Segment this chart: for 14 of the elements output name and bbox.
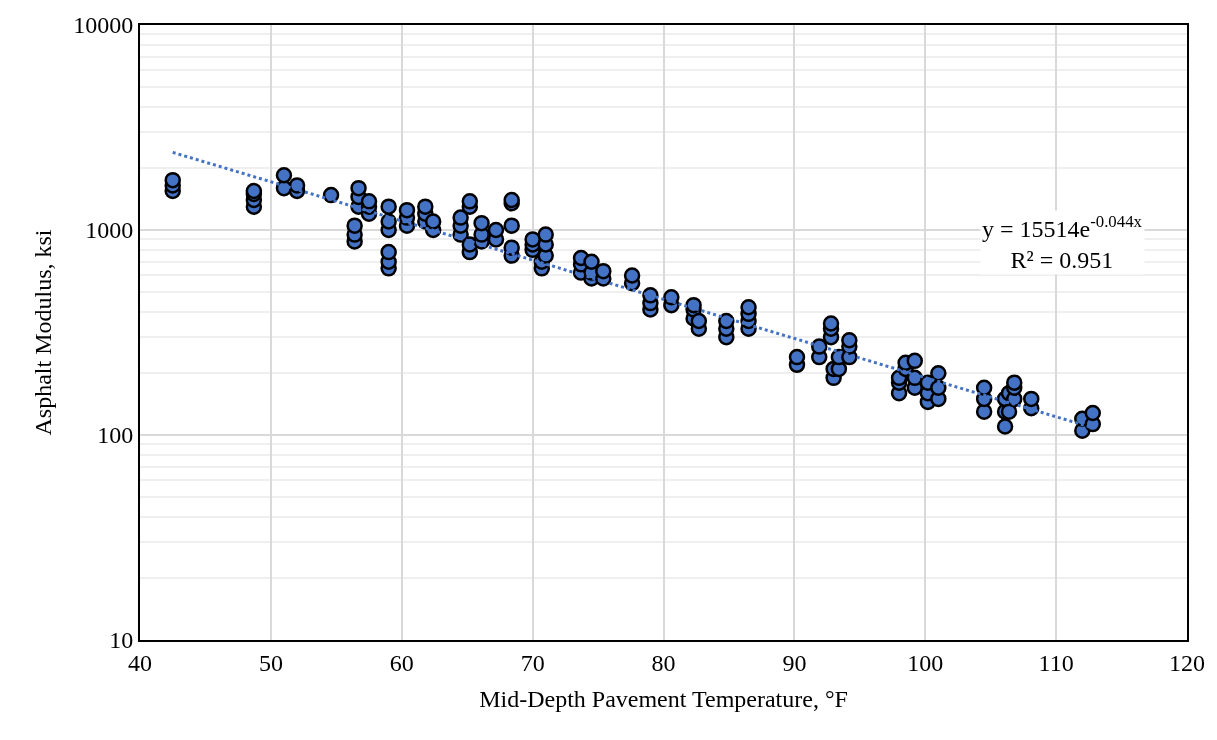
x-tick-label: 80 bbox=[651, 649, 676, 676]
x-tick-label: 50 bbox=[258, 649, 283, 676]
x-tick-label: 90 bbox=[782, 649, 807, 676]
y-tick-label: 100 bbox=[97, 422, 134, 449]
y-tick-label: 1000 bbox=[85, 217, 134, 244]
x-tick-label: 100 bbox=[907, 649, 944, 676]
x-tick-label: 70 bbox=[520, 649, 545, 676]
x-tick-label: 110 bbox=[1038, 649, 1074, 676]
x-tick-label: 60 bbox=[389, 649, 414, 676]
x-axis-title: Mid-Depth Pavement Temperature, °F bbox=[479, 685, 848, 712]
annotation: y = 15514e$^{-0.044x}$ R² = 0.951 bbox=[982, 212, 1143, 274]
x-tick-label: 120 bbox=[1169, 649, 1205, 676]
y-tick-label: 10000 bbox=[73, 12, 134, 39]
y-axis-title: Asphalt Modulus, ksi bbox=[29, 229, 56, 436]
